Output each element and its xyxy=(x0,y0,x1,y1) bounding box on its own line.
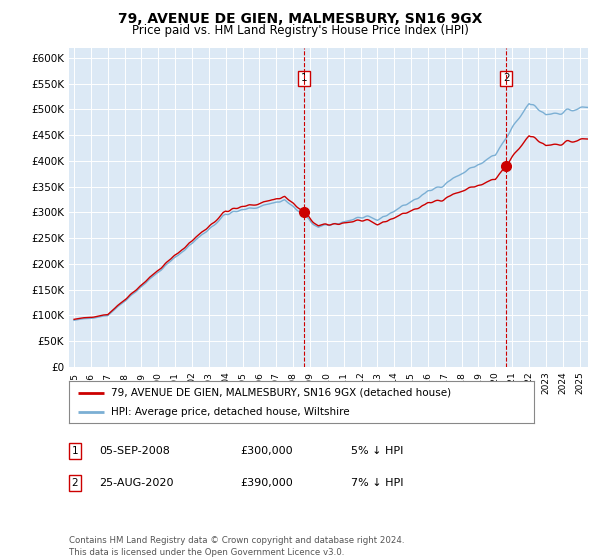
Text: 7% ↓ HPI: 7% ↓ HPI xyxy=(351,478,404,488)
Text: £300,000: £300,000 xyxy=(240,446,293,456)
Text: Price paid vs. HM Land Registry's House Price Index (HPI): Price paid vs. HM Land Registry's House … xyxy=(131,24,469,36)
Text: 79, AVENUE DE GIEN, MALMESBURY, SN16 9GX (detached house): 79, AVENUE DE GIEN, MALMESBURY, SN16 9GX… xyxy=(111,388,451,398)
Text: 2: 2 xyxy=(71,478,79,488)
Text: HPI: Average price, detached house, Wiltshire: HPI: Average price, detached house, Wilt… xyxy=(111,407,349,417)
Text: 05-SEP-2008: 05-SEP-2008 xyxy=(99,446,170,456)
Text: 1: 1 xyxy=(301,73,308,83)
Text: £390,000: £390,000 xyxy=(240,478,293,488)
Text: 1: 1 xyxy=(71,446,79,456)
Text: 79, AVENUE DE GIEN, MALMESBURY, SN16 9GX: 79, AVENUE DE GIEN, MALMESBURY, SN16 9GX xyxy=(118,12,482,26)
Text: 25-AUG-2020: 25-AUG-2020 xyxy=(99,478,173,488)
Text: Contains HM Land Registry data © Crown copyright and database right 2024.
This d: Contains HM Land Registry data © Crown c… xyxy=(69,536,404,557)
Text: 5% ↓ HPI: 5% ↓ HPI xyxy=(351,446,403,456)
Text: 2: 2 xyxy=(503,73,509,83)
